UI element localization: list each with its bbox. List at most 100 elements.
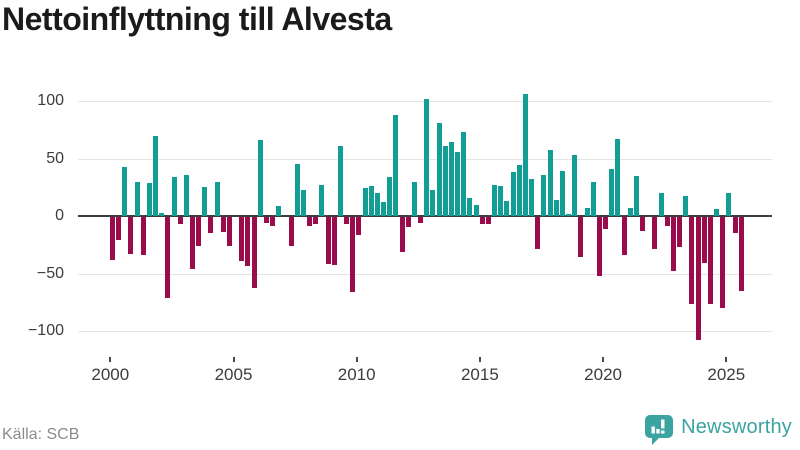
x-axis-label-2010: 2010: [337, 365, 376, 384]
bar-positive: [387, 176, 393, 216]
brand-logo: Newsworthy: [645, 414, 792, 446]
bar-positive: [146, 182, 152, 216]
bar-negative: [307, 217, 313, 227]
bar-positive: [658, 193, 664, 216]
bar-negative: [220, 217, 226, 232]
zero-axis-line: [78, 215, 772, 217]
bar-negative: [578, 217, 584, 258]
bar-negative: [405, 217, 411, 228]
bar-negative: [313, 217, 319, 224]
bar-negative: [479, 217, 485, 224]
bar-positive: [159, 212, 165, 216]
gridline--100: [78, 331, 772, 332]
bar-negative: [689, 217, 695, 305]
bar-negative: [239, 217, 245, 261]
bar-positive: [448, 142, 454, 216]
bar-negative: [331, 217, 337, 266]
bar-negative: [251, 217, 257, 289]
bar-negative: [720, 217, 726, 308]
bar-positive: [374, 193, 380, 216]
bar-positive: [529, 179, 535, 216]
y-axis-label--100: −100: [27, 322, 64, 339]
bar-negative: [535, 217, 541, 250]
bar-positive: [300, 189, 306, 216]
bar-negative: [738, 217, 744, 291]
bar-positive: [171, 176, 177, 216]
bar-negative: [670, 217, 676, 271]
bar-positive: [337, 145, 343, 216]
bar-positive: [214, 181, 220, 216]
bar-positive: [473, 204, 479, 216]
gridline--50: [78, 273, 772, 275]
bar-negative: [652, 217, 658, 250]
brand-name: Newsworthy: [681, 416, 792, 438]
x-axis-label-2000: 2000: [91, 365, 130, 384]
bar-negative: [701, 217, 707, 263]
bar-positive: [498, 186, 504, 216]
bar-negative: [190, 217, 195, 269]
bar-positive: [319, 184, 325, 216]
bar-positive: [183, 174, 189, 216]
bar-negative: [664, 217, 670, 227]
y-axis-label-100: 100: [37, 92, 64, 109]
x-axis-tick-2005: [232, 357, 235, 362]
bar-negative: [356, 217, 362, 236]
bar-positive: [541, 174, 547, 216]
bar-positive: [683, 196, 689, 216]
y-axis-label-50: 50: [46, 149, 64, 167]
bar-positive: [362, 188, 368, 216]
bar-negative: [165, 217, 171, 298]
bar-positive: [609, 168, 615, 216]
bar-positive: [553, 199, 559, 216]
bar-positive: [590, 181, 596, 216]
x-axis-tick-2010: [355, 357, 358, 362]
bar-positive: [202, 187, 208, 216]
bar-negative: [263, 217, 269, 223]
bar-positive: [584, 207, 590, 216]
bar-positive: [467, 197, 473, 216]
x-axis-label-2020: 2020: [584, 365, 622, 384]
bar-positive: [714, 209, 719, 216]
bar-positive: [633, 175, 639, 217]
y-axis-label-0: 0: [55, 207, 64, 224]
bar-negative: [485, 217, 491, 224]
bar-positive: [368, 186, 374, 216]
bar-positive: [276, 205, 282, 216]
bar-positive: [566, 213, 571, 216]
bar-negative: [140, 217, 146, 255]
bar-negative: [596, 217, 602, 276]
bar-positive: [393, 114, 399, 216]
bar-positive: [455, 151, 461, 216]
bar-positive: [522, 94, 528, 216]
bar-negative: [208, 217, 214, 234]
bar-negative: [621, 217, 627, 255]
x-axis-tick-2020: [602, 357, 605, 362]
bar-positive: [516, 165, 522, 216]
bar-positive: [547, 150, 553, 216]
bar-negative: [177, 217, 183, 224]
bar-positive: [381, 202, 387, 216]
bar-negative: [325, 217, 331, 265]
bar-negative: [270, 217, 276, 227]
bar-negative: [732, 217, 738, 234]
x-axis-tick-2015: [478, 357, 481, 362]
chart-title: Nettoinflyttning till Alvesta: [2, 1, 392, 37]
source-label: Källa: SCB: [2, 426, 80, 443]
bar-positive: [510, 172, 516, 216]
bar-negative: [226, 217, 232, 246]
bar-negative: [418, 217, 424, 223]
bar-negative: [109, 217, 115, 260]
x-axis-tick-2000: [109, 357, 112, 362]
bar-positive: [559, 171, 565, 216]
bar-negative: [677, 217, 682, 247]
bar-positive: [424, 98, 430, 216]
plot-area: 100 50 0 −50 −100 2000 2005 2010 2015 2020 2025: [27, 92, 772, 384]
bar-negative: [288, 217, 294, 246]
bar-positive: [153, 135, 158, 216]
bar-negative: [350, 217, 356, 292]
bar-positive: [442, 145, 448, 216]
bar-positive: [504, 201, 510, 216]
x-axis-label-2025: 2025: [707, 365, 746, 384]
bar-negative: [116, 217, 121, 240]
